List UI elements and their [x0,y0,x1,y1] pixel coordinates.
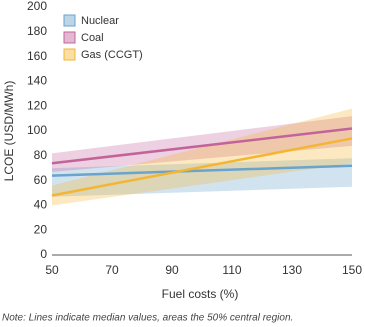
legend-swatch [63,14,76,27]
y-tick-label: 100 [27,123,47,137]
note: Note: Lines indicate median values, area… [2,313,293,324]
legend-label: Coal [81,32,104,44]
y-axis-label: LCOE (USD/MWh) [2,81,16,182]
median-line [51,164,353,177]
median-line [51,127,353,165]
legend-label: Nuclear [81,15,119,27]
band [52,116,352,172]
y-tick-label: 180 [27,24,47,38]
x-tick-label: 70 [105,263,119,277]
x-tick-label: 150 [342,263,362,277]
x-tick-label: 110 [222,263,241,277]
y-tick-label: 140 [27,74,47,88]
y-tick-label: 20 [34,222,48,236]
y-tick-label: 40 [34,198,48,212]
y-tick-label: 60 [34,173,48,187]
y-tick-label: 200 [27,0,47,13]
x-tick-label: 130 [282,263,302,277]
x-axis-label: Fuel costs (%) [162,287,239,301]
x-tick-label: 50 [45,263,59,277]
x-tick-label: 90 [165,263,179,277]
legend-swatch [63,48,76,61]
y-tick-label: 0 [40,247,47,261]
legend-label: Gas (CCGT) [81,49,143,61]
y-tick-label: 80 [34,148,48,162]
legend-swatch [63,31,76,44]
median-line [51,137,353,197]
y-tick-label: 160 [27,49,47,63]
y-tick-label: 120 [27,98,47,112]
